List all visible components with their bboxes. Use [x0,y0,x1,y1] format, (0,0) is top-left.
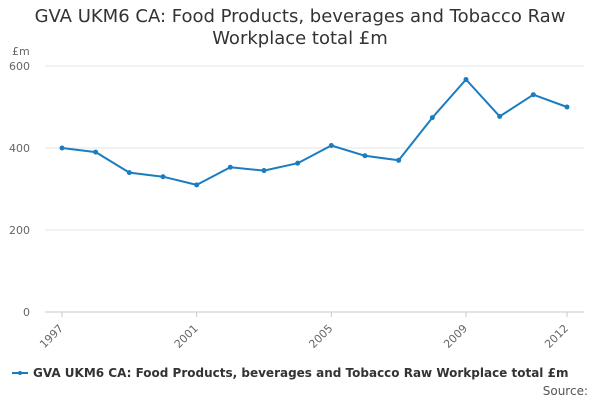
y-tick-label-600: 600 [9,60,30,73]
y-tick-labels: 0 200 400 600 [9,60,30,319]
y-axis-label: £m [12,45,30,58]
series-layer [59,77,570,188]
data-point-2011[interactable] [530,92,536,98]
data-point-2007[interactable] [396,157,402,163]
data-point-2003[interactable] [261,168,267,174]
legend-swatch [12,368,28,378]
chart-title-line-1: GVA UKM6 CA: Food Products, beverages an… [34,6,566,27]
x-tick-label-2005: 2005 [306,322,335,351]
data-point-2002[interactable] [227,164,233,170]
data-point-1998[interactable] [93,149,99,155]
y-tick-label-0: 0 [23,306,30,319]
data-point-2012[interactable] [564,104,570,110]
legend[interactable]: GVA UKM6 CA: Food Products, beverages an… [12,366,568,380]
data-point-1999[interactable] [126,170,132,176]
x-tick-label-2001: 2001 [172,322,201,351]
data-point-2006[interactable] [362,153,368,159]
chart-title-line-2: Workplace total £m [212,28,388,49]
data-point-2001[interactable] [194,182,200,188]
source-label: Source: [542,384,588,398]
data-point-2009[interactable] [463,77,469,83]
x-tick-label-2012: 2012 [542,322,571,351]
chart-title: GVA UKM6 CA: Food Products, beverages an… [0,6,600,50]
data-point-2010[interactable] [497,113,503,119]
y-tick-label-200: 200 [9,224,30,237]
x-tick-labels: 1997 2001 2005 2009 2012 [37,312,571,351]
y-tick-label-400: 400 [9,142,30,155]
x-tick-label-1997: 1997 [37,322,66,351]
data-point-2005[interactable] [328,143,334,149]
data-point-2004[interactable] [295,160,301,166]
data-point-2008[interactable] [429,115,435,121]
x-tick-label-2009: 2009 [441,322,470,351]
gridlines [45,65,584,313]
legend-label: GVA UKM6 CA: Food Products, beverages an… [33,366,569,380]
series-line [61,78,568,186]
data-point-2000[interactable] [160,174,166,180]
data-point-1997[interactable] [59,145,65,151]
